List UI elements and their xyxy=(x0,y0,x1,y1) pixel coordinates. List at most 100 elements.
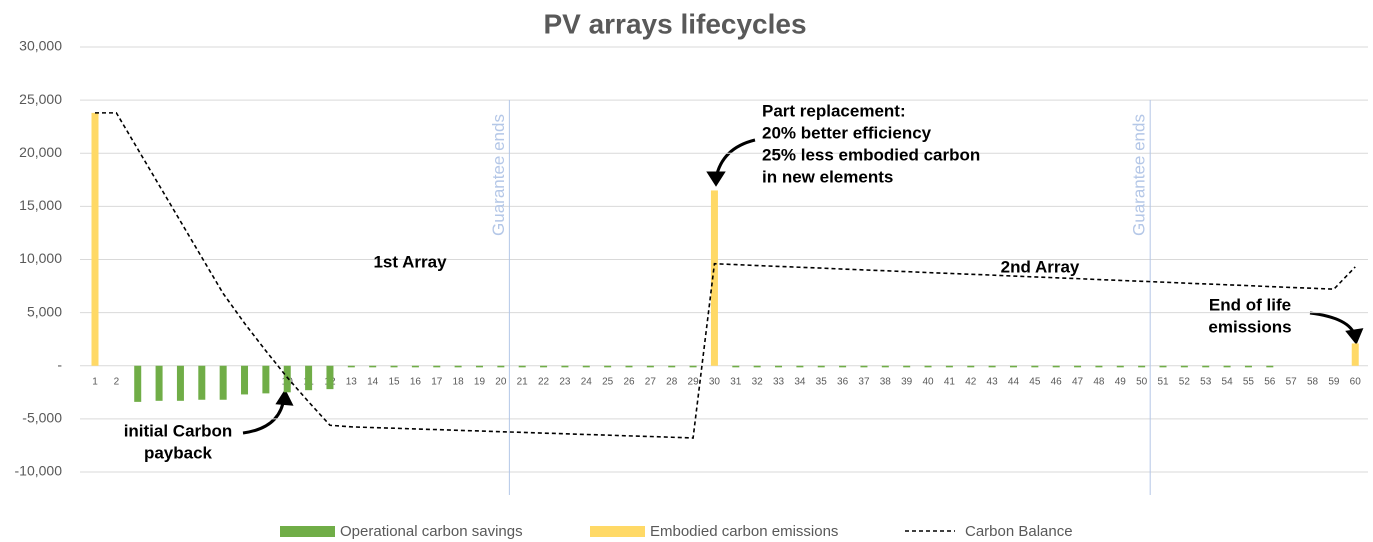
legend-swatch xyxy=(280,526,335,537)
y-tick-label: 15,000 xyxy=(19,197,62,213)
x-tick-label: 52 xyxy=(1179,377,1191,388)
bar xyxy=(839,365,847,368)
bar xyxy=(283,365,291,393)
x-tick-label: 42 xyxy=(965,377,977,388)
bar xyxy=(305,365,313,391)
annotation: 1st Array xyxy=(373,252,447,271)
x-tick-label: 55 xyxy=(1243,377,1255,388)
bar xyxy=(219,365,227,400)
legend-label: Carbon Balance xyxy=(965,523,1073,540)
bar xyxy=(1202,365,1210,368)
bar xyxy=(903,365,911,368)
y-tick-label: 25,000 xyxy=(19,91,62,107)
y-tick-label: -5,000 xyxy=(22,410,62,426)
x-tick-label: 56 xyxy=(1264,377,1276,388)
bar xyxy=(732,365,740,368)
y-tick-label: -10,000 xyxy=(15,463,63,479)
x-tick-label: 45 xyxy=(1029,377,1041,388)
x-tick-label: 22 xyxy=(538,377,550,388)
bar xyxy=(625,365,633,368)
y-tick-label: 20,000 xyxy=(19,144,62,160)
x-tick-label: 39 xyxy=(901,377,913,388)
x-tick-label: 43 xyxy=(987,377,999,388)
bar xyxy=(817,365,825,368)
annotation: payback xyxy=(144,443,213,462)
x-tick-label: 32 xyxy=(752,377,764,388)
bar xyxy=(881,365,889,368)
bar xyxy=(1009,365,1017,368)
y-tick-label: 10,000 xyxy=(19,250,62,266)
bar xyxy=(582,365,590,368)
bar xyxy=(796,365,804,368)
x-tick-label: 37 xyxy=(858,377,870,388)
arrow-head xyxy=(706,171,726,187)
x-tick-label: 24 xyxy=(581,377,593,388)
x-tick-label: 36 xyxy=(837,377,849,388)
bar xyxy=(753,365,761,368)
bar xyxy=(91,112,99,366)
x-tick-label: 59 xyxy=(1328,377,1340,388)
bar xyxy=(945,365,953,368)
annotation: in new elements xyxy=(762,167,893,186)
bar xyxy=(1266,365,1274,368)
bar xyxy=(540,365,548,368)
annotation: End of life xyxy=(1209,295,1291,314)
y-tick-label: - xyxy=(57,356,62,372)
annotation: Part replacement: xyxy=(762,101,906,120)
bar xyxy=(1095,365,1103,368)
x-tick-label: 53 xyxy=(1200,377,1212,388)
bar xyxy=(1031,365,1039,368)
x-tick-label: 51 xyxy=(1157,377,1169,388)
x-tick-label: 31 xyxy=(730,377,742,388)
bar xyxy=(411,365,419,368)
bar xyxy=(518,365,526,368)
x-tick-label: 41 xyxy=(944,377,956,388)
bar xyxy=(775,365,783,368)
bar xyxy=(198,365,206,400)
annotation: 20% better efficiency xyxy=(762,123,932,142)
x-tick-label: 16 xyxy=(410,377,422,388)
bar xyxy=(176,365,184,401)
annotation: Guarantee ends xyxy=(489,114,508,236)
x-tick-label: 34 xyxy=(794,377,806,388)
bar xyxy=(710,190,718,366)
bar xyxy=(454,365,462,368)
annotation: 2nd Array xyxy=(1001,257,1080,276)
chart-title: PV arrays lifecycles xyxy=(543,8,806,39)
x-tick-label: 50 xyxy=(1136,377,1148,388)
x-tick-label: 35 xyxy=(816,377,828,388)
bar xyxy=(1074,365,1082,368)
bar xyxy=(604,365,612,368)
x-tick-label: 23 xyxy=(559,377,571,388)
x-tick-label: 17 xyxy=(431,377,443,388)
x-tick-label: 18 xyxy=(453,377,465,388)
x-tick-label: 46 xyxy=(1051,377,1063,388)
bar xyxy=(668,365,676,368)
bar xyxy=(1244,365,1252,368)
x-tick-label: 14 xyxy=(367,377,379,388)
bar xyxy=(924,365,932,368)
x-tick-label: 44 xyxy=(1008,377,1020,388)
annotation: initial Carbon xyxy=(124,421,233,440)
annotation: Guarantee ends xyxy=(1130,114,1149,236)
arrow-head xyxy=(1345,328,1364,345)
x-tick-label: 60 xyxy=(1350,377,1362,388)
arrow-head xyxy=(275,388,294,406)
y-tick-label: 5,000 xyxy=(27,303,62,319)
x-tick-label: 40 xyxy=(922,377,934,388)
x-tick-label: 25 xyxy=(602,377,614,388)
bar xyxy=(497,365,505,368)
bar xyxy=(1351,343,1359,366)
x-tick-label: 58 xyxy=(1307,377,1319,388)
bar xyxy=(262,365,270,394)
x-tick-label: 27 xyxy=(645,377,657,388)
x-tick-label: 1 xyxy=(92,377,98,388)
x-tick-label: 30 xyxy=(709,377,721,388)
bar xyxy=(967,365,975,368)
legend-swatch xyxy=(590,526,645,537)
x-tick-label: 19 xyxy=(474,377,486,388)
bar xyxy=(860,365,868,368)
bar xyxy=(347,365,355,368)
x-tick-label: 57 xyxy=(1286,377,1298,388)
